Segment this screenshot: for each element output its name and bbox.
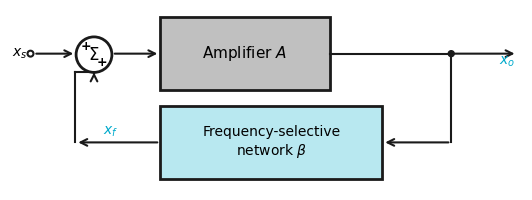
Text: $x_f$: $x_f$ — [103, 125, 118, 139]
Ellipse shape — [76, 37, 112, 72]
Ellipse shape — [28, 51, 34, 57]
Ellipse shape — [448, 51, 454, 57]
Text: $\Sigma$: $\Sigma$ — [88, 46, 99, 64]
FancyBboxPatch shape — [160, 106, 383, 179]
Text: +: + — [97, 56, 107, 69]
Text: +: + — [81, 40, 92, 53]
Text: $x_o$: $x_o$ — [499, 55, 515, 69]
Text: Amplifier $A$: Amplifier $A$ — [202, 44, 287, 63]
Text: Frequency-selective
network $\beta$: Frequency-selective network $\beta$ — [202, 125, 340, 160]
FancyBboxPatch shape — [160, 17, 329, 90]
Text: $x_s$: $x_s$ — [12, 46, 28, 61]
